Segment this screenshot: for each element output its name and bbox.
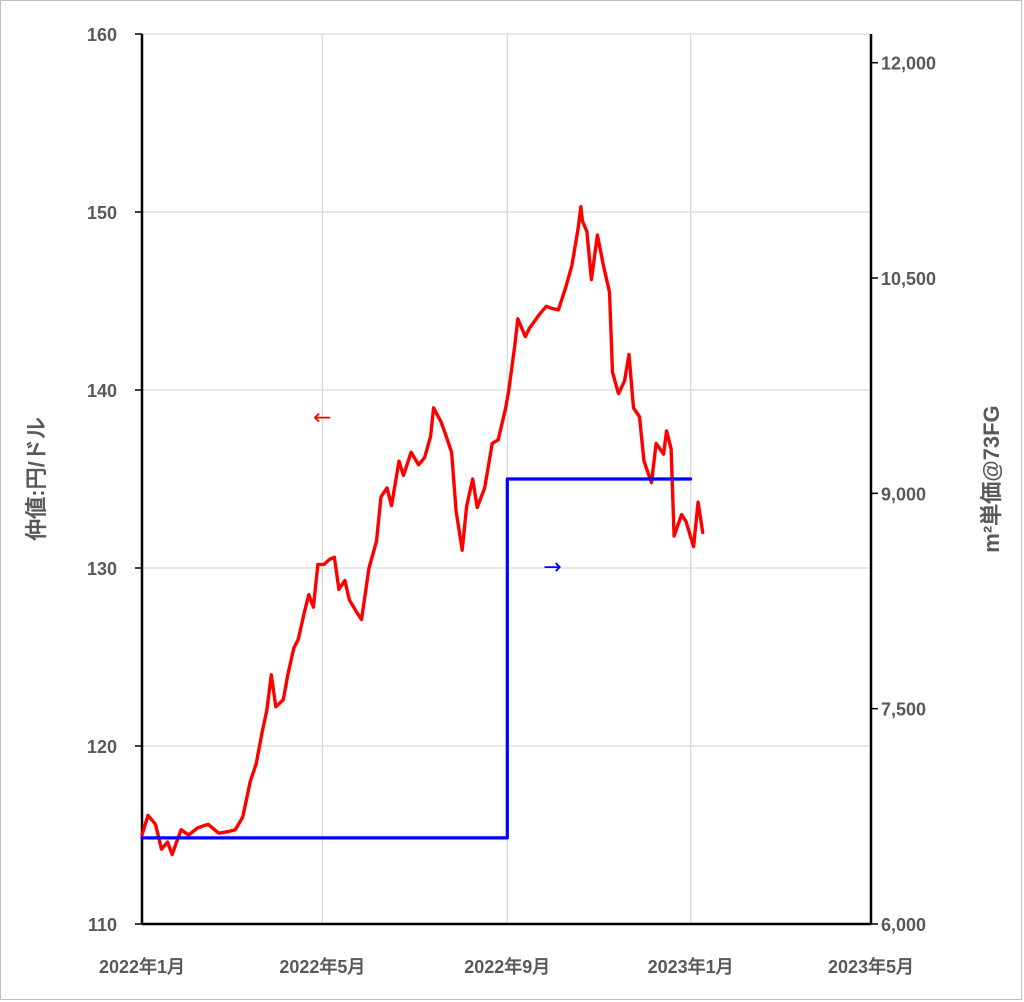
y-left-tick-label: 110 [88,915,117,935]
left-arrow-annotation: ← [313,406,331,431]
y-axis-left-title: 仲値:円/ドル [24,417,49,540]
y-right-tick-label: 12,000 [881,54,936,74]
y-left-tick-label: 120 [87,737,117,757]
y-right-tick-label: 6,000 [881,915,926,935]
series-line-unit-price [140,477,693,840]
series-line-exchange-rate [140,204,705,857]
y-left-tick-label: 140 [87,381,117,401]
x-tick-label: 2023年5月 [828,956,914,977]
x-tick-label: 2022年1月 [99,956,185,977]
y-axis-right-title: m²単価@73FG [979,405,1004,552]
tick-labels: 2022年1月 2022年5月 2022年9月 2023年1月 2023年5月 110 12… [87,25,936,977]
y-left-tick-label: 160 [87,25,117,45]
y-right-tick-label: 7,500 [881,700,926,720]
axes [135,33,878,926]
x-tick-label: 2022年5月 [279,956,365,977]
y-right-tick-label: 9,000 [881,484,926,504]
x-tick-label: 2023年1月 [648,956,734,977]
y-right-tick-label: 10,500 [881,269,936,289]
right-arrow-annotation: → [543,555,561,580]
x-tick-label: 2022年9月 [464,956,550,977]
y-left-tick-label: 130 [87,559,117,579]
y-left-tick-label: 150 [87,203,117,223]
series-layer [140,204,705,857]
